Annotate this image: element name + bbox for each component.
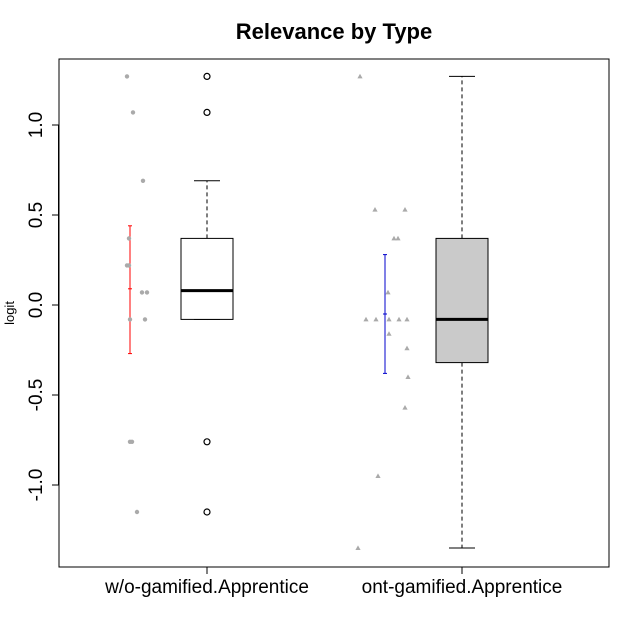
- outlier-point: [203, 108, 211, 117]
- outlier-point: [203, 438, 211, 446]
- data-point: [357, 73, 363, 79]
- data-point: [373, 316, 379, 322]
- box-groups: [124, 72, 489, 550]
- data-point: [402, 405, 408, 410]
- data-point: [140, 178, 146, 183]
- data-point: [404, 345, 410, 351]
- data-point: [386, 331, 392, 336]
- data-point: [139, 290, 145, 295]
- x-tick-label: w/o-gamified.Apprentice: [104, 577, 309, 598]
- plot-frame: [58, 58, 610, 568]
- box: [180, 237, 234, 320]
- data-point: [363, 316, 369, 322]
- data-point: [386, 316, 392, 322]
- data-point: [395, 235, 401, 241]
- y-tick-label: 0.0: [26, 292, 47, 318]
- y-tick-label: -1.0: [26, 469, 47, 502]
- y-tick-label: -0.5: [26, 379, 47, 412]
- y-tick-label: 0.5: [26, 202, 47, 228]
- data-point: [405, 374, 411, 379]
- data-point: [129, 439, 135, 444]
- data-point: [404, 316, 410, 322]
- x-axis: w/o-gamified.Apprentice ont-gamified.Appr…: [104, 566, 563, 598]
- box-group: [355, 73, 489, 550]
- data-point: [124, 74, 130, 79]
- data-point: [130, 110, 136, 115]
- chart-title: Relevance by Type: [236, 19, 432, 44]
- data-point: [396, 316, 402, 322]
- data-point: [375, 473, 381, 478]
- x-tick-label: ont-gamified.Apprentice: [362, 577, 563, 598]
- data-point: [144, 290, 150, 295]
- data-point: [126, 236, 132, 241]
- outlier-point: [203, 72, 211, 81]
- data-point: [355, 545, 361, 550]
- box: [435, 237, 489, 364]
- data-point: [126, 263, 132, 268]
- box-group: [124, 72, 234, 516]
- data-point: [402, 207, 408, 212]
- y-axis: -1.0 -0.5 0.0 0.5 1.0: [26, 112, 59, 502]
- data-point: [385, 289, 391, 295]
- data-point: [134, 509, 140, 515]
- data-point: [372, 207, 378, 212]
- data-point: [142, 317, 148, 322]
- data-point: [127, 317, 133, 322]
- outlier-point: [203, 508, 211, 516]
- y-tick-label: 1.0: [26, 112, 47, 138]
- y-axis-label: logit: [2, 301, 17, 325]
- data-point: [391, 235, 397, 241]
